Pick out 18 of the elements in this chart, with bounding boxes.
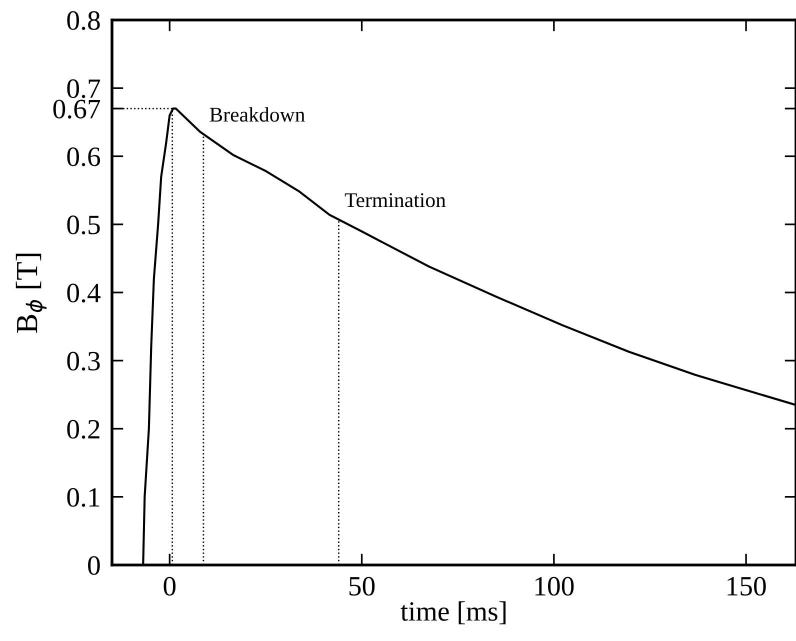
ref-line-label: Termination xyxy=(344,193,446,208)
y-tick-label: 0.7 xyxy=(67,79,100,98)
x-tick-label: 150 xyxy=(728,576,766,596)
y-tick-label: 0.8 xyxy=(67,11,100,30)
x-tick-label: 100 xyxy=(536,576,574,596)
x-axis-title: time [ms] xyxy=(400,601,506,624)
y-tick-label: 0.2 xyxy=(67,420,100,439)
y-tick-label: 0.4 xyxy=(67,284,100,303)
y-tick-label: 0.6 xyxy=(67,147,100,166)
x-tick-label: 0 xyxy=(164,576,176,596)
y-tick-label: 0.1 xyxy=(67,488,100,507)
y-tick-label: 0.3 xyxy=(67,352,100,371)
y-axis-title: B$_{ϕ}$ [T] xyxy=(16,254,47,333)
x-tick-label: 50 xyxy=(350,576,375,596)
y-tick-label: 0 xyxy=(88,556,100,575)
y-tick-label: 0.5 xyxy=(67,216,100,234)
y-tick-label: 0.67 xyxy=(53,100,100,119)
ref-line-label: Breakdown xyxy=(210,107,305,122)
